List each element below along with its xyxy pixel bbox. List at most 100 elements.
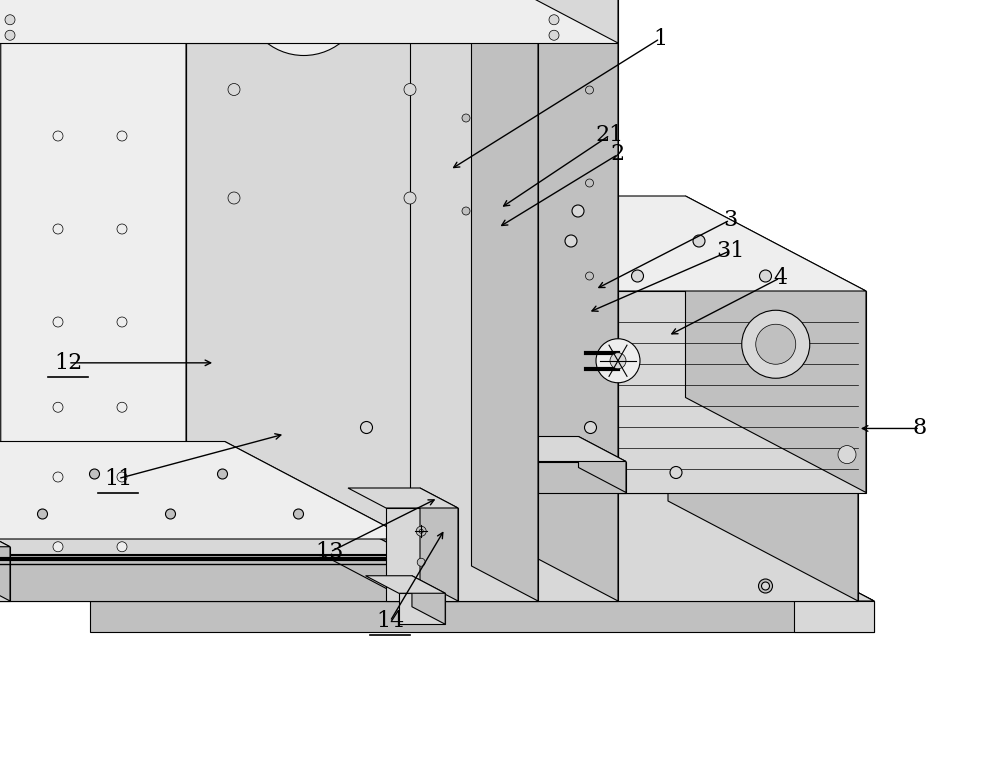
Circle shape bbox=[134, 579, 148, 593]
Polygon shape bbox=[366, 576, 445, 593]
Polygon shape bbox=[348, 488, 458, 508]
Circle shape bbox=[756, 324, 796, 364]
Polygon shape bbox=[472, 8, 538, 601]
Circle shape bbox=[760, 270, 772, 282]
Polygon shape bbox=[220, 392, 858, 493]
Polygon shape bbox=[282, 0, 326, 18]
Circle shape bbox=[693, 235, 705, 247]
Circle shape bbox=[138, 582, 146, 590]
Circle shape bbox=[90, 469, 100, 479]
Text: 3: 3 bbox=[723, 209, 737, 231]
Circle shape bbox=[53, 472, 63, 482]
Circle shape bbox=[584, 422, 596, 434]
Polygon shape bbox=[0, 457, 410, 554]
Circle shape bbox=[762, 582, 770, 590]
Text: 13: 13 bbox=[316, 541, 344, 563]
Circle shape bbox=[549, 15, 559, 25]
Polygon shape bbox=[618, 291, 866, 493]
Circle shape bbox=[586, 179, 594, 187]
Circle shape bbox=[404, 83, 416, 96]
Polygon shape bbox=[386, 508, 458, 601]
Text: 31: 31 bbox=[716, 240, 744, 262]
Circle shape bbox=[264, 0, 344, 36]
Polygon shape bbox=[399, 593, 445, 625]
Circle shape bbox=[53, 542, 63, 552]
Circle shape bbox=[53, 402, 63, 412]
Text: 1: 1 bbox=[653, 28, 667, 49]
Text: 4: 4 bbox=[773, 267, 787, 289]
Circle shape bbox=[166, 509, 176, 519]
Circle shape bbox=[261, 482, 275, 496]
Circle shape bbox=[565, 235, 577, 247]
Circle shape bbox=[228, 192, 240, 204]
Polygon shape bbox=[400, 0, 480, 17]
Circle shape bbox=[462, 21, 470, 29]
Circle shape bbox=[670, 466, 682, 479]
Text: 2: 2 bbox=[611, 144, 625, 165]
Circle shape bbox=[360, 422, 372, 434]
Polygon shape bbox=[405, 0, 469, 12]
Polygon shape bbox=[225, 442, 410, 554]
Circle shape bbox=[5, 15, 15, 25]
Polygon shape bbox=[627, 471, 874, 632]
Polygon shape bbox=[0, 554, 410, 601]
Polygon shape bbox=[225, 457, 410, 601]
Circle shape bbox=[759, 579, 772, 593]
Polygon shape bbox=[0, 539, 410, 554]
Polygon shape bbox=[490, 436, 626, 462]
Circle shape bbox=[264, 485, 272, 493]
Circle shape bbox=[38, 509, 48, 519]
Circle shape bbox=[294, 509, 304, 519]
Circle shape bbox=[573, 482, 587, 496]
Circle shape bbox=[632, 270, 644, 282]
Circle shape bbox=[549, 30, 559, 40]
Circle shape bbox=[417, 558, 425, 566]
Polygon shape bbox=[794, 601, 874, 632]
Polygon shape bbox=[0, 532, 10, 601]
Polygon shape bbox=[90, 601, 874, 632]
Text: 12: 12 bbox=[54, 352, 82, 374]
Polygon shape bbox=[578, 436, 626, 493]
Circle shape bbox=[572, 205, 584, 217]
Circle shape bbox=[473, 422, 484, 434]
Circle shape bbox=[586, 86, 594, 94]
Polygon shape bbox=[438, 0, 618, 601]
Polygon shape bbox=[410, 43, 538, 601]
Circle shape bbox=[596, 339, 640, 383]
Circle shape bbox=[838, 445, 856, 464]
Text: 14: 14 bbox=[376, 611, 404, 632]
Polygon shape bbox=[420, 488, 458, 601]
Circle shape bbox=[53, 317, 63, 327]
Polygon shape bbox=[0, 0, 618, 43]
Circle shape bbox=[117, 472, 127, 482]
Circle shape bbox=[419, 530, 423, 533]
Polygon shape bbox=[412, 576, 445, 625]
Circle shape bbox=[576, 485, 584, 493]
Circle shape bbox=[742, 310, 810, 378]
Circle shape bbox=[244, 0, 364, 56]
Text: 21: 21 bbox=[596, 124, 624, 146]
Circle shape bbox=[462, 114, 470, 122]
Circle shape bbox=[117, 224, 127, 234]
Polygon shape bbox=[0, 0, 186, 43]
Circle shape bbox=[117, 542, 127, 552]
Polygon shape bbox=[186, 43, 618, 601]
Circle shape bbox=[117, 317, 127, 327]
Circle shape bbox=[117, 402, 127, 412]
Polygon shape bbox=[433, 0, 480, 17]
Circle shape bbox=[558, 466, 570, 479]
Polygon shape bbox=[438, 196, 866, 291]
Circle shape bbox=[5, 30, 15, 40]
Polygon shape bbox=[1, 0, 186, 601]
Polygon shape bbox=[0, 532, 10, 547]
Polygon shape bbox=[428, 0, 469, 12]
Polygon shape bbox=[0, 43, 186, 601]
Polygon shape bbox=[433, 0, 618, 43]
Polygon shape bbox=[410, 493, 858, 601]
Polygon shape bbox=[0, 442, 410, 539]
Polygon shape bbox=[0, 471, 874, 601]
Circle shape bbox=[218, 469, 228, 479]
Polygon shape bbox=[668, 392, 858, 601]
Circle shape bbox=[404, 192, 416, 204]
Circle shape bbox=[228, 83, 240, 96]
